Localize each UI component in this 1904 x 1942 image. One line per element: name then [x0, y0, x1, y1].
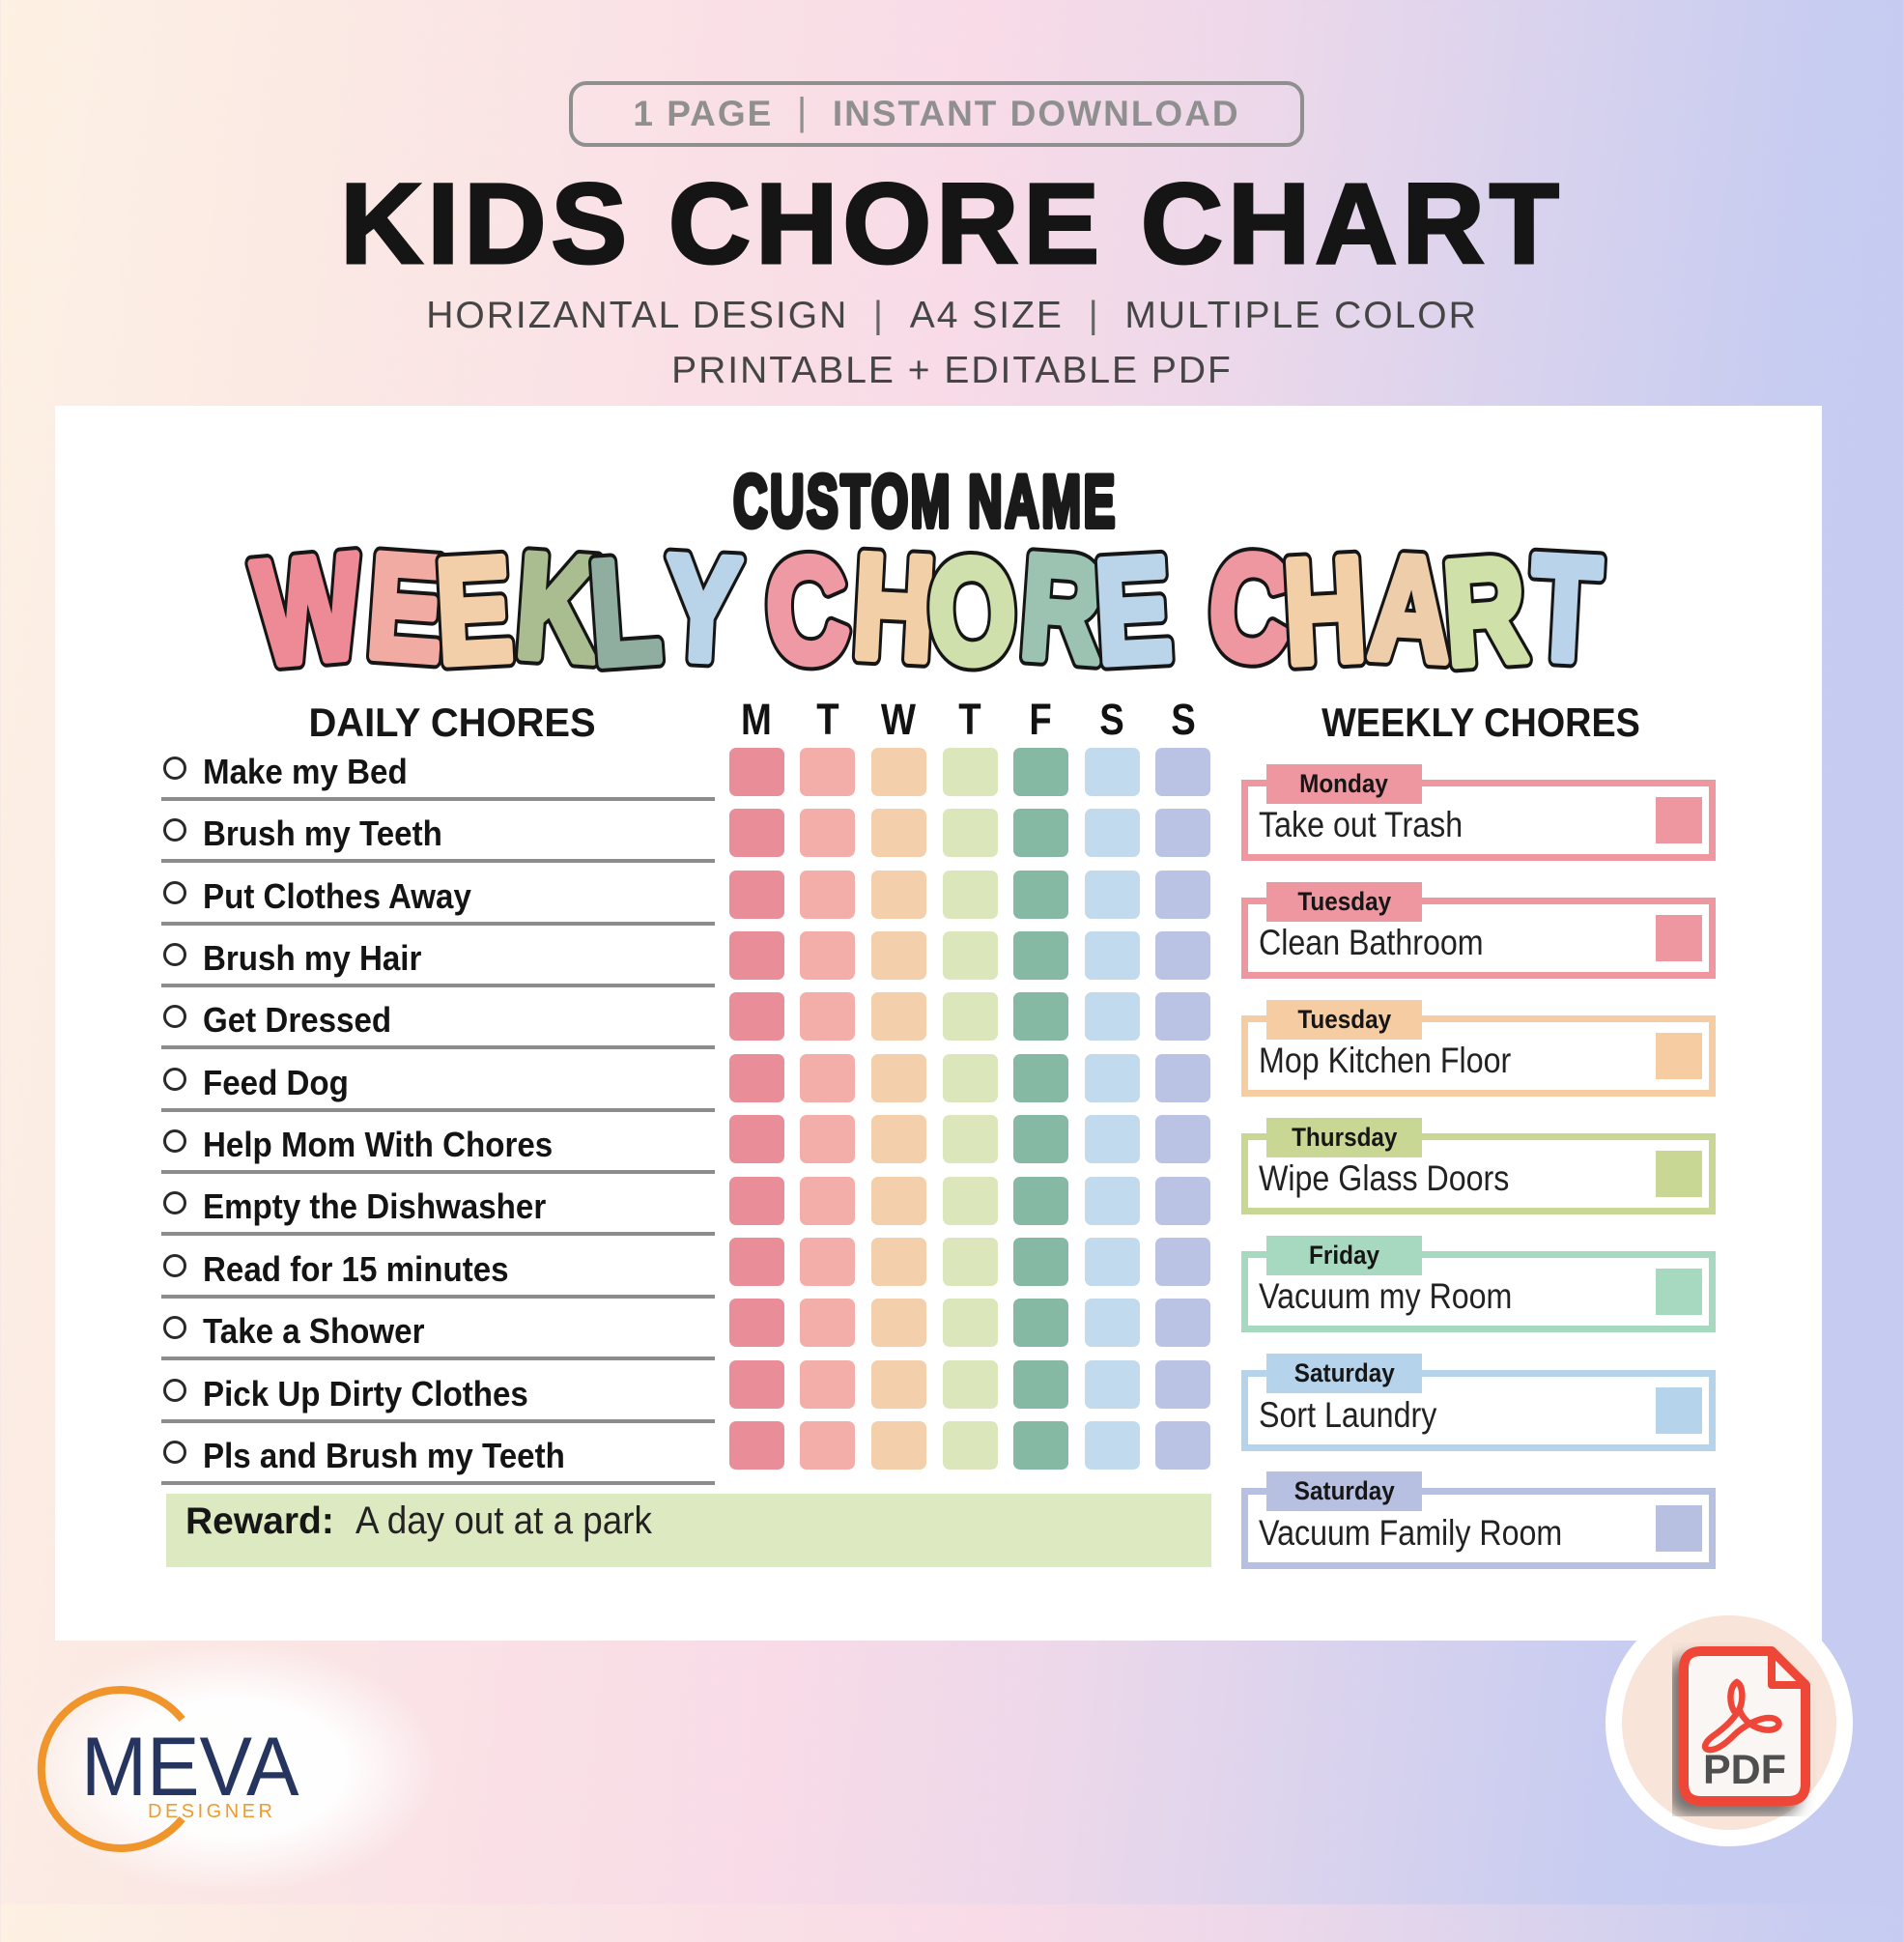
svg-text:E: E [433, 527, 516, 695]
svg-text:W: W [248, 523, 368, 696]
svg-text:H: H [849, 524, 938, 692]
svg-text:W: W [248, 523, 368, 696]
svg-text:L: L [585, 527, 665, 696]
svg-text:A: A [1366, 525, 1455, 693]
svg-text:E: E [1092, 527, 1175, 695]
svg-text:H: H [849, 524, 938, 692]
svg-text:E: E [1092, 527, 1175, 695]
svg-text:C: C [1205, 523, 1296, 692]
svg-text:C: C [1205, 523, 1296, 692]
svg-text:CUSTOM NAME: CUSTOM NAME [733, 460, 1118, 543]
svg-text:C: C [761, 526, 853, 695]
svg-text:K: K [512, 523, 604, 692]
svg-text:A: A [1366, 525, 1455, 693]
svg-text:O: O [924, 527, 1020, 696]
svg-text:O: O [924, 527, 1020, 696]
svg-text:H: H [1280, 527, 1369, 695]
svg-text:C: C [761, 526, 853, 695]
svg-text:R: R [1439, 527, 1531, 696]
svg-text:E: E [433, 527, 516, 695]
svg-text:E: E [363, 523, 449, 692]
svg-text:T: T [1527, 525, 1604, 693]
svg-text:H: H [1280, 527, 1369, 695]
svg-text:PDF: PDF [1703, 1747, 1786, 1793]
svg-text:R: R [1439, 527, 1531, 696]
svg-text:R: R [1016, 524, 1108, 693]
svg-text:K: K [512, 523, 604, 692]
svg-text:E: E [363, 523, 449, 692]
svg-text:Y: Y [661, 525, 744, 693]
svg-text:Y: Y [661, 525, 744, 693]
svg-text:T: T [1527, 525, 1604, 693]
svg-text:R: R [1016, 524, 1108, 693]
